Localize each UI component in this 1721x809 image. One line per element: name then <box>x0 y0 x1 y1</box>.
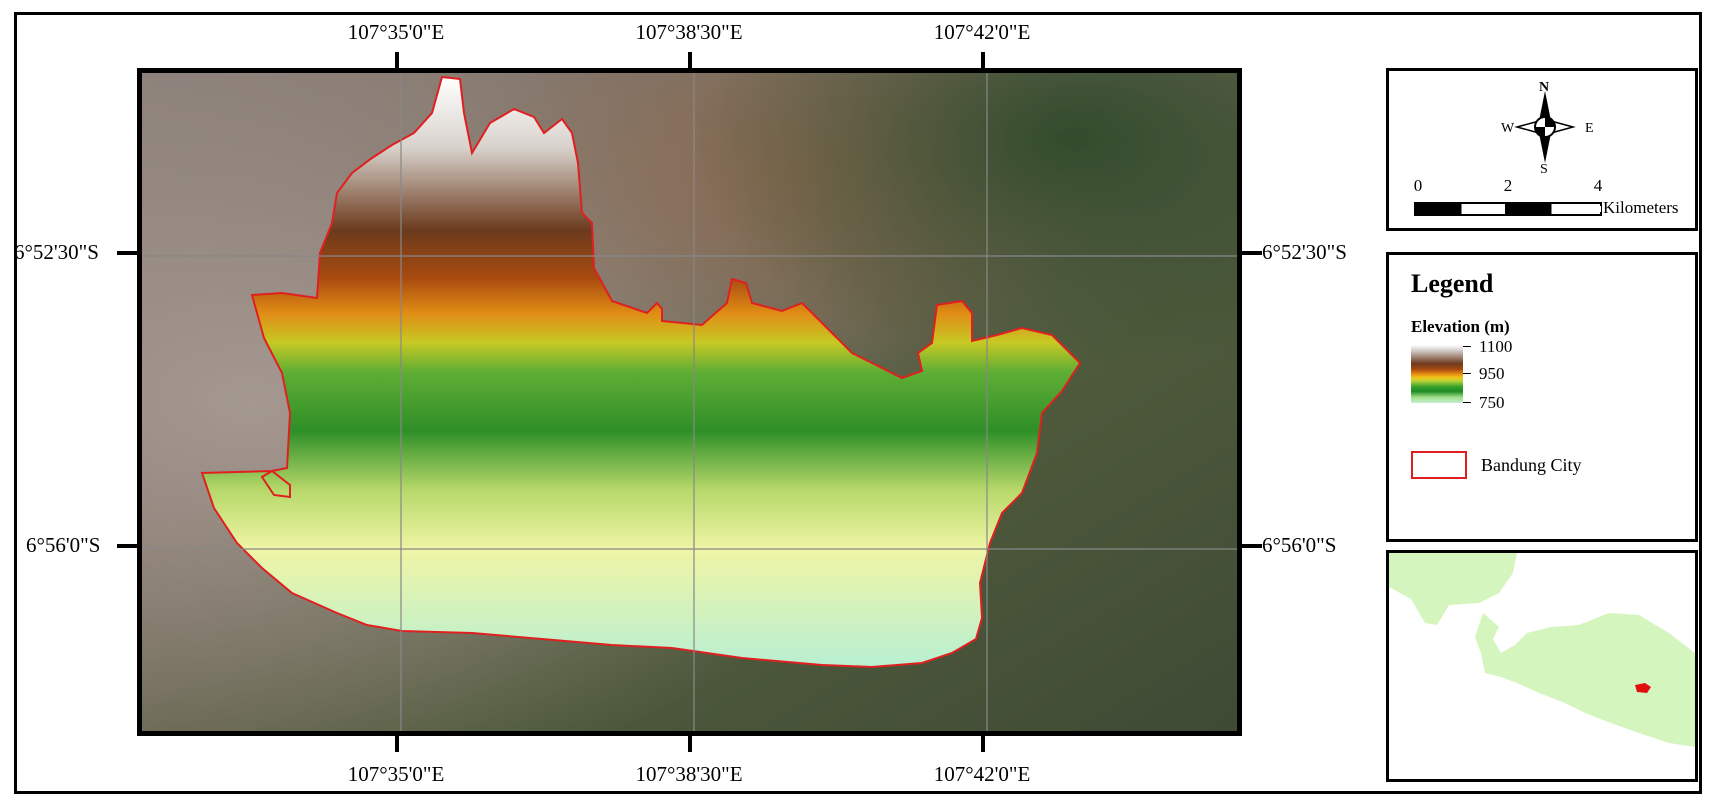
top-lon-label-2: 107°38'30"E <box>635 20 743 44</box>
inset-land-west <box>1389 553 1517 625</box>
compass-scale-panel: N S W E 0 2 4 Kilometers <box>1386 68 1698 231</box>
scale-bar <box>1414 202 1602 216</box>
tick-left-2 <box>117 544 137 548</box>
inset-land-java <box>1475 613 1695 747</box>
compass-e: E <box>1585 121 1594 136</box>
legend-panel: Legend Elevation (m) 1100 950 750 Bandun… <box>1386 252 1698 542</box>
bandung-city-swatch <box>1411 451 1467 479</box>
compass-s: S <box>1540 162 1548 177</box>
left-lat-label-1: 6°52'30"S <box>14 240 99 264</box>
ramp-tick-mid <box>1463 373 1471 374</box>
tick-right-2 <box>1242 544 1262 548</box>
bandung-location-marker <box>1635 683 1651 693</box>
top-lon-label-3: 107°42'0"E <box>933 20 1031 44</box>
inset-map-svg <box>1389 553 1695 747</box>
scale-tick-0: 0 <box>1413 176 1423 195</box>
tick-bottom-1 <box>395 736 399 752</box>
compass-rose-icon <box>1514 91 1576 163</box>
bottom-lon-label-1: 107°35'0"E <box>347 762 445 786</box>
compass-w: W <box>1501 121 1515 136</box>
right-lat-label-1: 6°52'30"S <box>1262 240 1347 264</box>
bandung-city-label: Bandung City <box>1481 455 1582 475</box>
ramp-tick-low <box>1463 402 1471 403</box>
bottom-lon-label-2: 107°38'30"E <box>635 762 743 786</box>
top-lon-label-1: 107°35'0"E <box>347 20 445 44</box>
tick-bottom-3 <box>981 736 985 752</box>
elevation-title: Elevation (m) <box>1411 317 1510 336</box>
inset-locator-panel <box>1386 550 1698 782</box>
scale-tick-4: 4 <box>1593 176 1603 195</box>
legend-title: Legend <box>1411 269 1494 298</box>
elevation-map-svg <box>142 73 1237 731</box>
elevation-label-mid: 950 <box>1479 364 1505 383</box>
ramp-tick-high <box>1463 346 1471 347</box>
map-layout-frame <box>14 12 1702 794</box>
tick-right-1 <box>1242 251 1262 255</box>
bandung-city-elevation-area <box>200 75 1082 669</box>
elevation-label-high: 1100 <box>1479 337 1513 356</box>
compass-n: N <box>1539 80 1550 95</box>
scale-tick-2: 2 <box>1503 176 1513 195</box>
tick-top-1 <box>395 52 399 68</box>
right-lat-label-2: 6°56'0"S <box>1262 533 1337 557</box>
scale-unit: Kilometers <box>1603 198 1679 217</box>
elevation-color-ramp <box>1411 345 1463 403</box>
elevation-label-low: 750 <box>1479 393 1505 412</box>
left-lat-label-2: 6°56'0"S <box>26 533 101 557</box>
tick-left-1 <box>117 251 137 255</box>
tick-top-2 <box>688 52 692 68</box>
tick-bottom-2 <box>688 736 692 752</box>
tick-top-3 <box>981 52 985 68</box>
bottom-lon-label-3: 107°42'0"E <box>933 762 1031 786</box>
main-map <box>137 68 1242 736</box>
